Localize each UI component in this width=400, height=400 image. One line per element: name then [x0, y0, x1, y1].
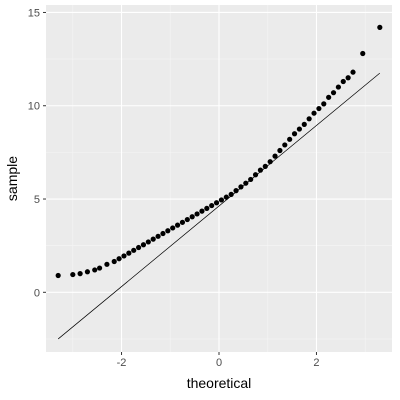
- data-point: [238, 184, 244, 190]
- x-axis-title: theoretical: [187, 375, 252, 391]
- data-point: [121, 253, 127, 259]
- data-point: [345, 75, 351, 81]
- data-point: [189, 214, 195, 220]
- reference-line: [57, 72, 381, 340]
- data-point: [350, 69, 356, 75]
- data-point: [306, 116, 312, 122]
- data-point: [243, 180, 249, 186]
- data-point: [233, 188, 239, 194]
- data-point: [340, 78, 346, 85]
- data-point: [272, 153, 278, 159]
- data-point: [160, 230, 166, 237]
- data-point: [140, 242, 147, 248]
- data-point: [77, 271, 83, 277]
- data-point: [228, 191, 234, 197]
- y-tick-label: 15: [28, 7, 40, 19]
- data-point: [116, 256, 122, 262]
- data-point: [111, 258, 117, 265]
- data-point: [97, 265, 103, 271]
- y-tick-label: 5: [34, 194, 40, 206]
- data-point: [126, 250, 132, 256]
- y-tick-label: 10: [28, 101, 40, 113]
- y-tick-label: 0: [34, 287, 40, 299]
- data-point: [296, 126, 303, 132]
- data-point: [218, 197, 225, 203]
- data-point: [326, 94, 332, 100]
- data-point: [360, 50, 366, 57]
- data-point: [252, 172, 259, 178]
- data-point: [135, 244, 142, 251]
- data-point: [377, 24, 383, 30]
- data-point: [311, 110, 317, 116]
- x-axis-ticks: -2 0 2: [117, 352, 320, 369]
- data-point: [104, 261, 110, 267]
- data-point: [262, 163, 268, 169]
- x-tick-label: 0: [216, 357, 222, 369]
- data-point: [316, 105, 322, 112]
- data-point: [287, 136, 293, 142]
- data-point: [248, 176, 254, 183]
- data-point: [257, 167, 264, 173]
- data-point: [170, 225, 176, 231]
- data-point: [204, 205, 210, 211]
- data-point: [282, 142, 288, 148]
- data-point: [55, 272, 61, 279]
- data-point: [145, 239, 151, 245]
- data-point: [321, 101, 327, 107]
- sample-points: [55, 24, 383, 279]
- y-axis-title: sample: [4, 156, 20, 201]
- data-point: [165, 228, 171, 234]
- major-gridlines: [46, 5, 392, 352]
- data-point: [335, 84, 341, 90]
- data-point: [301, 121, 307, 127]
- x-tick-label: -2: [117, 357, 127, 369]
- data-point: [199, 208, 205, 214]
- x-tick-label: 2: [313, 357, 319, 369]
- data-point: [174, 222, 181, 228]
- data-point: [267, 159, 273, 165]
- data-point: [179, 219, 186, 225]
- data-point: [213, 200, 220, 206]
- data-point: [70, 271, 76, 278]
- data-point: [84, 269, 91, 275]
- data-point: [155, 233, 161, 239]
- data-point: [223, 194, 229, 200]
- y-axis-ticks: 0 5 10 15: [28, 7, 46, 299]
- data-point: [131, 247, 137, 253]
- data-point: [209, 202, 215, 209]
- data-point: [277, 147, 283, 154]
- data-point: [92, 267, 98, 273]
- data-point: [150, 236, 156, 242]
- data-point: [184, 216, 190, 223]
- data-point: [330, 90, 337, 96]
- data-point: [194, 211, 200, 217]
- data-point: [291, 131, 298, 137]
